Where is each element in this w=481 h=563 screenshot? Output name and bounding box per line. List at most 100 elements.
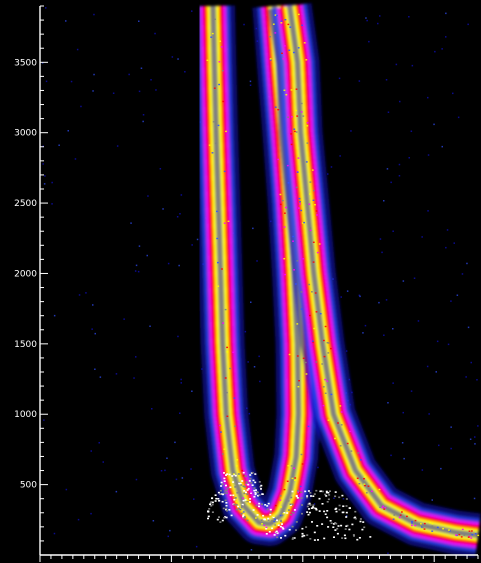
band-speck-1	[284, 45, 286, 47]
band-speck-1	[301, 463, 304, 465]
core-speck-2	[309, 504, 312, 506]
band-speck-2	[339, 445, 342, 447]
core-speck-2	[338, 496, 341, 499]
core-speck-2	[280, 537, 282, 539]
noise-dot	[162, 208, 164, 210]
band-speck-2	[364, 484, 366, 487]
core-speck-2	[337, 525, 340, 527]
core-speck-1	[248, 480, 251, 482]
band-speck-1	[302, 258, 305, 260]
noise-dot	[383, 334, 385, 336]
core-speck-1	[210, 505, 213, 507]
noise-dot	[146, 254, 148, 257]
noise-dot	[401, 442, 404, 444]
noise-dot	[467, 326, 470, 329]
core-speck-1	[243, 516, 246, 519]
noise-dot	[115, 373, 118, 375]
band-speck-2	[455, 534, 457, 536]
core-speck-1	[260, 484, 263, 487]
band-speck-1	[283, 258, 286, 260]
noise-dot	[51, 181, 53, 184]
core-speck-2	[284, 534, 287, 537]
band-speck-2	[315, 210, 318, 212]
band-speck-1	[224, 308, 227, 311]
band-speck-2	[350, 450, 353, 452]
core-speck-2	[273, 534, 276, 536]
band-speck-2	[359, 459, 362, 461]
band-speck-1	[240, 506, 243, 509]
core-speck-1	[264, 518, 266, 521]
core-speck-1	[225, 502, 228, 504]
noise-dot	[91, 328, 93, 330]
core-speck-1	[254, 491, 257, 494]
core-speck-1	[254, 481, 257, 484]
noise-dot	[177, 335, 179, 338]
core-speck-1	[238, 491, 241, 494]
noise-dot	[461, 273, 464, 275]
core-speck-1	[234, 486, 237, 488]
band-speck-1	[227, 220, 230, 222]
band-speck-1	[208, 144, 211, 146]
noise-dot	[450, 426, 452, 428]
noise-dot	[428, 413, 430, 415]
band-speck-2	[460, 536, 463, 538]
band-speck-2	[327, 419, 330, 421]
band-speck-1	[234, 425, 237, 427]
band-speck-2	[323, 355, 326, 358]
noise-dot	[142, 114, 145, 116]
core-speck-1	[223, 480, 226, 482]
core-speck-2	[265, 533, 268, 535]
core-speck-1	[251, 471, 254, 474]
noise-dot	[115, 490, 118, 493]
noise-dot	[410, 390, 413, 392]
core-speck-1	[237, 473, 240, 475]
band-speck-2	[448, 530, 451, 532]
noise-dot	[175, 478, 178, 481]
core-speck-2	[330, 522, 333, 524]
core-speck-1	[253, 487, 256, 489]
core-speck-1	[228, 473, 231, 476]
band-speck-2	[306, 122, 309, 124]
core-speck-1	[232, 494, 235, 497]
band-speck-1	[277, 158, 280, 161]
band-speck-2	[411, 522, 413, 524]
noise-dot	[378, 301, 380, 304]
core-speck-2	[348, 507, 351, 509]
core-speck-1	[219, 489, 222, 492]
band-speck-2	[316, 251, 319, 254]
core-speck-2	[323, 510, 326, 513]
noise-dot	[452, 92, 454, 95]
band-speck-1	[270, 521, 273, 524]
noise-dot	[191, 390, 193, 392]
core-speck-1	[246, 500, 249, 503]
core-speck-2	[341, 511, 344, 514]
noise-dot	[259, 380, 261, 383]
core-speck-1	[225, 489, 228, 492]
core-speck-2	[312, 504, 315, 506]
band-speck-1	[217, 124, 220, 127]
core-speck-2	[341, 537, 344, 539]
noise-dot	[327, 173, 329, 175]
band-speck-2	[326, 342, 329, 344]
noise-dot	[381, 251, 383, 254]
core-speck-1	[261, 503, 263, 505]
noise-dot	[174, 441, 176, 444]
band-speck-2	[367, 485, 370, 487]
core-speck-1	[217, 498, 220, 500]
noise-dot	[142, 120, 144, 123]
band-speck-1	[274, 504, 277, 507]
band-speck-1	[273, 515, 275, 517]
core-speck-1	[225, 484, 227, 487]
noise-dot	[138, 20, 140, 22]
band-speck-1	[221, 70, 224, 72]
core-speck-2	[332, 523, 335, 525]
band-speck-2	[289, 26, 292, 28]
noise-dot	[116, 145, 119, 147]
core-speck-1	[218, 500, 221, 502]
core-speck-1	[207, 515, 210, 518]
band-speck-1	[280, 20, 283, 22]
core-speck-2	[345, 516, 348, 518]
band-speck-1	[285, 206, 287, 209]
band-speck-2	[365, 492, 368, 494]
